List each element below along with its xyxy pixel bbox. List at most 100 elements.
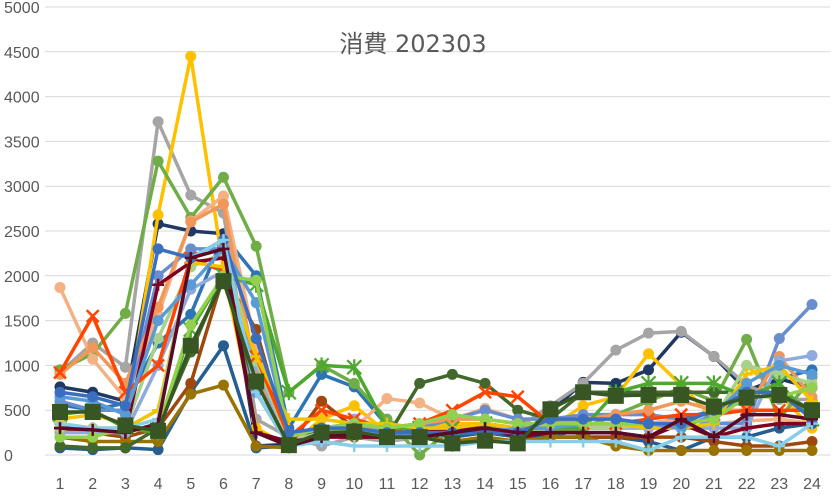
series-group — [52, 50, 820, 461]
data-point — [773, 408, 786, 421]
y-axis-tick-labels: 0 500 1000 1500 2000 2500 3000 3500 4000 4500 5000 — [4, 0, 40, 465]
y-tick-label: 0 — [4, 448, 13, 465]
data-point — [217, 198, 229, 210]
x-tick-label: 7 — [252, 476, 261, 493]
data-point — [152, 436, 164, 448]
data-point — [414, 449, 426, 461]
data-point — [54, 281, 66, 293]
data-point — [217, 379, 229, 391]
data-point — [773, 333, 785, 345]
data-point — [708, 350, 720, 362]
data-point — [152, 278, 165, 291]
data-point — [708, 445, 720, 457]
data-point — [152, 116, 164, 128]
x-tick-label: 5 — [186, 476, 195, 493]
data-point — [86, 423, 99, 436]
data-point — [215, 273, 232, 290]
data-point — [414, 418, 426, 430]
y-tick-label: 500 — [4, 403, 31, 420]
data-point — [152, 243, 164, 255]
data-point — [806, 382, 818, 394]
data-point — [609, 426, 622, 439]
x-tick-label: 14 — [476, 476, 494, 493]
x-tick-label: 23 — [770, 476, 788, 493]
data-point — [705, 398, 722, 415]
data-point — [348, 377, 360, 389]
x-tick-label: 19 — [640, 476, 658, 493]
data-point — [414, 397, 426, 409]
data-point — [806, 368, 818, 380]
data-point — [348, 400, 360, 412]
x-tick-label: 8 — [284, 476, 293, 493]
gridlines — [45, 6, 830, 456]
data-point — [643, 418, 655, 430]
data-point — [152, 315, 164, 327]
data-point — [643, 364, 655, 376]
x-tick-label: 6 — [219, 476, 228, 493]
x-tick-label: 24 — [803, 476, 821, 493]
data-point — [544, 426, 557, 439]
data-point — [575, 384, 592, 401]
data-point — [85, 309, 100, 324]
data-point — [185, 377, 197, 389]
data-point — [152, 270, 164, 282]
data-point — [117, 417, 134, 434]
x-tick-label: 12 — [411, 476, 429, 493]
data-point — [478, 385, 492, 400]
data-point — [52, 403, 68, 420]
data-point — [316, 368, 328, 380]
data-point — [381, 393, 393, 405]
data-point — [378, 429, 395, 446]
x-tick-label: 2 — [88, 476, 97, 493]
data-point — [346, 423, 363, 440]
y-tick-label: 4500 — [4, 45, 40, 62]
data-point — [250, 240, 262, 252]
x-tick-label: 20 — [672, 476, 690, 493]
data-point — [151, 358, 165, 373]
data-point — [185, 319, 197, 331]
y-tick-label: 4000 — [4, 90, 40, 107]
data-point — [185, 388, 197, 400]
y-tick-label: 1500 — [4, 314, 40, 331]
data-point — [250, 426, 263, 439]
data-point — [509, 435, 526, 452]
data-point — [577, 413, 589, 425]
data-point — [773, 368, 785, 380]
data-point — [185, 308, 197, 320]
data-point — [740, 431, 753, 444]
data-point — [773, 440, 786, 453]
data-point — [675, 413, 688, 426]
y-tick-label: 5000 — [4, 0, 40, 17]
x-tick-label: 4 — [154, 476, 163, 493]
data-point — [804, 402, 820, 419]
data-point — [675, 325, 687, 337]
data-point — [708, 386, 720, 398]
data-point — [771, 386, 788, 403]
data-point — [84, 403, 101, 420]
data-point — [806, 436, 818, 448]
data-point — [708, 413, 720, 425]
data-point — [542, 401, 559, 418]
series-line — [58, 256, 812, 439]
y-tick-label: 3500 — [4, 134, 40, 151]
data-point — [316, 395, 328, 407]
data-point — [152, 444, 164, 456]
data-point — [673, 386, 690, 403]
data-point — [610, 344, 622, 356]
x-tick-label: 11 — [379, 476, 396, 493]
data-point — [806, 350, 818, 362]
data-point — [741, 377, 753, 389]
series-line — [59, 247, 813, 448]
data-point — [675, 445, 687, 457]
data-point — [610, 413, 622, 425]
data-point — [773, 359, 785, 371]
x-tick-label: 22 — [738, 476, 756, 493]
x-tick-label: 3 — [121, 476, 130, 493]
data-point — [740, 408, 753, 421]
data-point — [642, 431, 655, 444]
y-tick-label: 1000 — [4, 358, 40, 375]
data-point — [640, 386, 657, 403]
x-tick-label: 9 — [317, 476, 326, 493]
data-point — [217, 171, 229, 183]
x-tick-label: 10 — [345, 476, 363, 493]
